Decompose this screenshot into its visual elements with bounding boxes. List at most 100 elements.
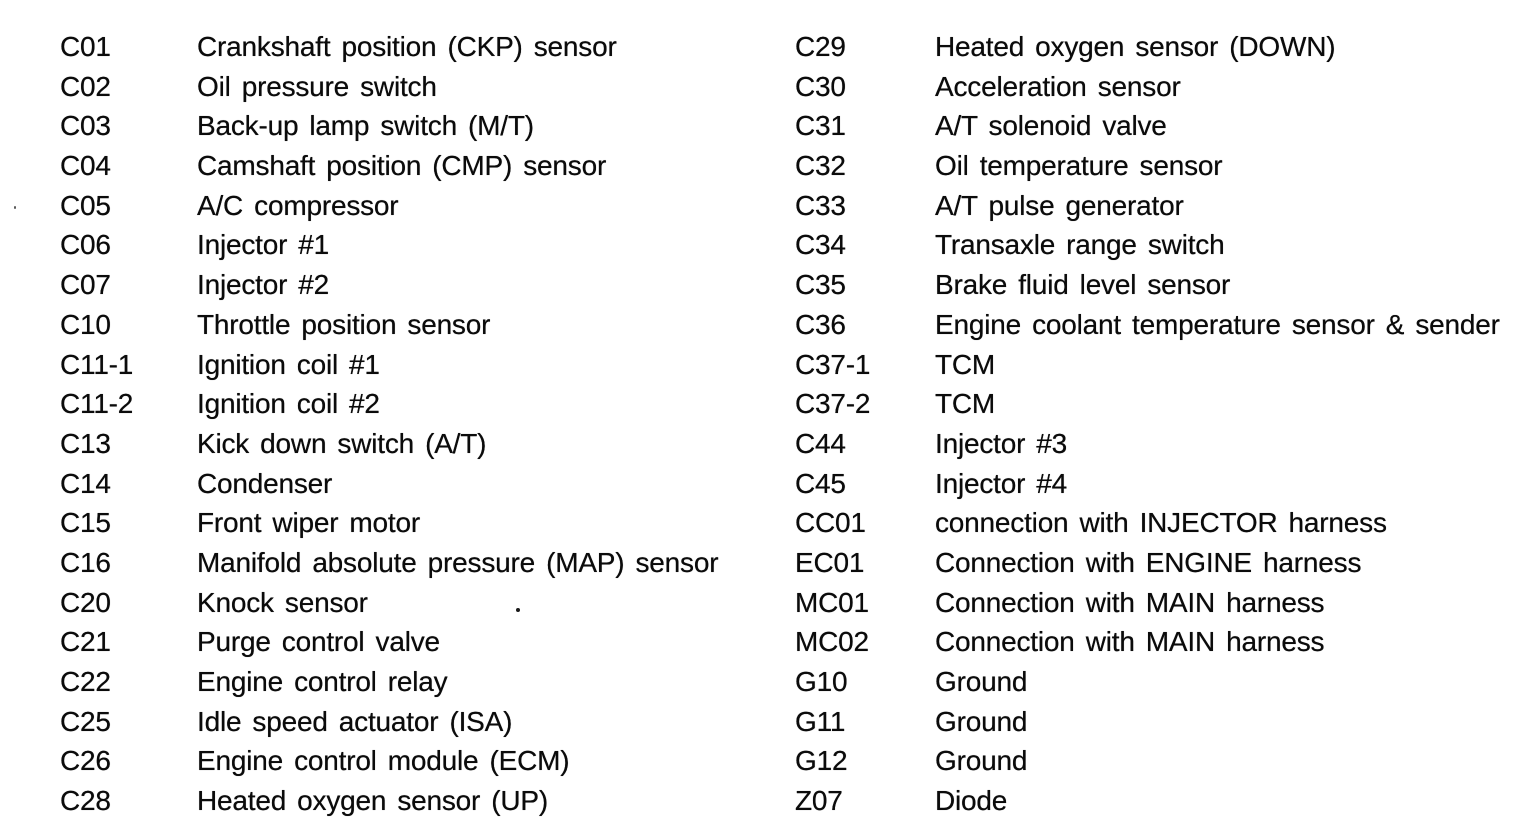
connector-code: C16 (60, 546, 111, 578)
connector-description: Diode (935, 785, 1008, 817)
connector-description: Ground (935, 666, 1028, 697)
connector-code: C06 (60, 229, 111, 261)
connector-description: Heated oxygen sensor (UP) (197, 785, 549, 817)
connector-description: Brake fluid level sensor (935, 269, 1231, 301)
table-row: C01 Crankshaft position (CKP) sensor (60, 31, 760, 71)
table-row: C25 Idle speed actuator (ISA) (60, 706, 760, 746)
connector-code: CC01 (795, 507, 866, 539)
connector-code: C25 (60, 705, 111, 737)
connector-code: C28 (60, 785, 111, 817)
table-row: C11-1 Ignition coil #1 (60, 349, 760, 389)
connector-description: Injector #4 (935, 467, 1068, 499)
connector-code: MC02 (795, 626, 869, 658)
connector-code: G10 (795, 666, 848, 697)
connector-description: Oil pressure switch (197, 70, 437, 102)
connector-description: Kick down switch (A/T) (197, 427, 487, 459)
table-row: C30 Acceleration sensor (795, 71, 1515, 111)
connector-code: C29 (795, 31, 846, 62)
connector-code: EC01 (795, 546, 865, 578)
connector-description: TCM (935, 388, 996, 420)
connector-description: Engine coolant temperature sensor & send… (935, 308, 1500, 340)
table-row: C29 Heated oxygen sensor (DOWN) (795, 31, 1515, 71)
connector-code: C22 (60, 666, 111, 697)
connector-code: C01 (60, 31, 111, 62)
scan-speck (516, 608, 520, 612)
connector-code: C11-1 (60, 348, 134, 380)
connector-description: Ground (935, 705, 1028, 737)
connector-list-column-left: C01 Crankshaft position (CKP) sensor C02 Oi… (60, 31, 760, 825)
connector-description: connection with INJECTOR harness (935, 507, 1387, 539)
connector-description: Back-up lamp switch (M/T) (197, 110, 534, 142)
connector-description: Throttle position sensor (197, 308, 491, 340)
connector-description: Camshaft position (CMP) sensor (197, 150, 607, 182)
table-row: C20 Knock sensor (60, 587, 760, 627)
connector-code: C10 (60, 308, 111, 340)
table-row: MC01 Connection with MAIN harness (795, 587, 1515, 627)
connector-code: C45 (795, 467, 846, 499)
connector-code: G12 (795, 745, 848, 777)
table-row: C02 Oil pressure switch (60, 71, 760, 111)
table-row: C14 Condenser (60, 468, 760, 508)
connector-description: Ignition coil #2 (197, 388, 380, 420)
connector-description: Injector #1 (197, 229, 330, 261)
connector-description: Engine control module (ECM) (197, 745, 570, 777)
table-row: G12 Ground (795, 745, 1515, 785)
connector-description: A/T solenoid valve (935, 110, 1167, 142)
table-row: C16 Manifold absolute pressure (MAP) sens… (60, 547, 760, 587)
table-row: C21 Purge control valve (60, 626, 760, 666)
connector-description: Connection with MAIN harness (935, 586, 1325, 618)
table-row: C26 Engine control module (ECM) (60, 745, 760, 785)
connector-description: Engine control relay (197, 666, 448, 697)
connector-code: C07 (60, 269, 111, 301)
scan-speck (14, 206, 16, 209)
table-row: CC01 connection with INJECTOR harness (795, 507, 1515, 547)
connector-code: C15 (60, 507, 111, 539)
table-row: C28 Heated oxygen sensor (UP) (60, 785, 760, 825)
connector-code: C04 (60, 150, 111, 182)
table-row: C22 Engine control relay (60, 666, 760, 706)
connector-code: C13 (60, 427, 111, 459)
table-row: C06 Injector #1 (60, 229, 760, 269)
connector-code: G11 (795, 705, 846, 737)
table-row: C15 Front wiper motor (60, 507, 760, 547)
connector-description: Connection with MAIN harness (935, 626, 1325, 658)
connector-description: Acceleration sensor (935, 70, 1181, 102)
connector-description: Connection with ENGINE harness (935, 546, 1362, 578)
connector-description: A/T pulse generator (935, 189, 1184, 221)
table-row: G10 Ground (795, 666, 1515, 706)
table-row: C45 Injector #4 (795, 468, 1515, 508)
connector-description: Injector #2 (197, 269, 330, 301)
connector-description: Condenser (197, 467, 333, 499)
connector-code: C11-2 (60, 388, 134, 420)
connector-description: Transaxle range switch (935, 229, 1225, 261)
table-row: C31 A/T solenoid valve (795, 110, 1515, 150)
connector-description: Injector #3 (935, 427, 1068, 459)
connector-description: Purge control valve (197, 626, 440, 658)
connector-code: C03 (60, 110, 111, 142)
table-row: C04 Camshaft position (CMP) sensor (60, 150, 760, 190)
table-row: C11-2 Ignition coil #2 (60, 388, 760, 428)
table-row: C36 Engine coolant temperature sensor & s… (795, 309, 1515, 349)
connector-description: Crankshaft position (CKP) sensor (197, 31, 617, 62)
connector-code: C34 (795, 229, 846, 261)
connector-description: Ignition coil #1 (197, 348, 380, 380)
connector-description: Manifold absolute pressure (MAP) sensor (197, 546, 719, 578)
table-row: C03 Back-up lamp switch (M/T) (60, 110, 760, 150)
connector-code: C36 (795, 308, 846, 340)
connector-description: Front wiper motor (197, 507, 420, 539)
connector-code: C33 (795, 189, 846, 221)
table-row: C44 Injector #3 (795, 428, 1515, 468)
table-row: Z07 Diode (795, 785, 1515, 825)
connector-code: C37-2 (795, 388, 871, 420)
connector-list-column-right: C29 Heated oxygen sensor (DOWN) C30 Acceler… (795, 31, 1515, 825)
table-row: C37-1 TCM (795, 349, 1515, 389)
connector-code: C14 (60, 467, 111, 499)
table-row: C33 A/T pulse generator (795, 190, 1515, 230)
table-row: C10 Throttle position sensor (60, 309, 760, 349)
table-row: C32 Oil temperature sensor (795, 150, 1515, 190)
connector-code: C31 (795, 110, 846, 142)
connector-description: Ground (935, 745, 1028, 777)
connector-code: C05 (60, 189, 111, 221)
connector-code: C26 (60, 745, 111, 777)
